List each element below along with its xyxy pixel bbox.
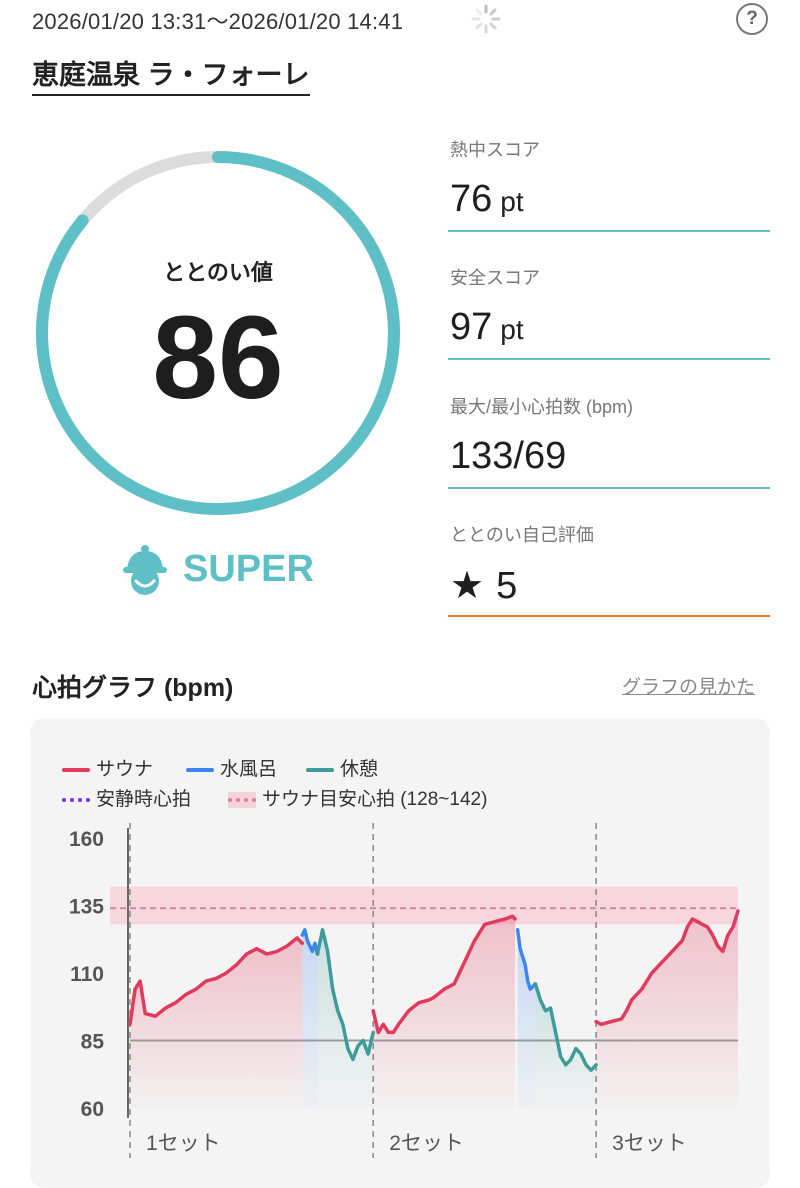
set-marker-label: 2セット	[389, 1132, 464, 1155]
facility-name-link[interactable]: 恵庭温泉 ラ・フォーレ	[32, 53, 310, 96]
legend-resting-hr-swatch	[62, 797, 90, 802]
heat-score-divider	[448, 230, 770, 232]
y-tick-label: 110	[70, 963, 104, 986]
legend-cold-bath-swatch	[186, 767, 214, 772]
self-rating-divider	[448, 615, 770, 617]
area-2-1	[535, 983, 597, 1108]
score-value: 86	[152, 292, 284, 424]
safety-score-label: 安全スコア	[450, 268, 540, 288]
set-marker-label: 1セット	[146, 1132, 221, 1155]
series-line-0-0	[128, 936, 305, 1027]
score-label: ととのい値	[163, 260, 273, 285]
legend-sauna-target: サウナ目安心拍 (128~142)	[228, 784, 487, 811]
legend-rest-swatch	[306, 767, 334, 772]
legend-cold-bath: 水風呂	[186, 754, 277, 781]
heart-rate-range-value: 133/69	[450, 435, 567, 477]
series-line-2-0	[315, 928, 375, 1062]
heart-rate-chart: 160 135 110 85 60 1セット 2セット 3セット	[69, 823, 740, 1158]
legend-sauna: サウナ	[62, 754, 153, 781]
sauna-hat-icon	[123, 545, 167, 595]
series-line-0-2	[594, 909, 740, 1027]
score-ring	[36, 151, 400, 515]
self-rating-label: ととのい自己評価	[450, 525, 594, 545]
set-marker-label: 3セット	[612, 1132, 687, 1155]
self-rating-value: ★ 5	[450, 565, 518, 607]
y-tick-label: 160	[69, 828, 104, 851]
target-band	[110, 886, 738, 925]
area-0-2	[596, 910, 738, 1108]
heart-rate-range-label: 最大/最小心拍数 (bpm)	[450, 397, 634, 417]
y-tick-label: 60	[81, 1098, 104, 1121]
area-0-0	[130, 937, 303, 1108]
heart-rate-graph-title: 心拍グラフ (bpm)	[32, 674, 234, 702]
series-line-1-0	[300, 928, 320, 956]
score-rank: SUPER	[183, 548, 314, 590]
area-1-0	[302, 929, 318, 1108]
loading-spinner-icon	[471, 4, 501, 34]
heart-rate-divider	[448, 487, 770, 489]
star-icon: ★	[450, 565, 485, 607]
area-1-1	[517, 929, 536, 1108]
safety-score-value: 97 pt	[450, 306, 524, 348]
score-ring-progress	[36, 151, 400, 515]
legend-sauna-target-swatch	[228, 792, 256, 808]
area-2-0	[317, 929, 374, 1108]
safety-score-divider	[448, 358, 770, 360]
chart-card	[30, 718, 770, 1188]
session-time-range: 2026/01/20 13:31～2026/01/20 14:41	[32, 9, 404, 34]
y-tick-label: 135	[69, 896, 104, 919]
area-0-1	[373, 916, 516, 1108]
legend-resting-hr: 安静時心拍	[62, 784, 191, 811]
graph-guide-link[interactable]: グラフの見かた	[622, 677, 756, 698]
y-tick-label: 85	[81, 1031, 105, 1054]
series-line-0-1	[371, 914, 517, 1035]
legend-rest: 休憩	[306, 754, 378, 781]
series-line-2-1	[533, 982, 598, 1072]
help-icon[interactable]: ?	[736, 3, 768, 35]
heat-score-value: 76 pt	[450, 178, 524, 220]
legend-sauna-swatch	[62, 767, 90, 772]
series-line-1-1	[515, 928, 538, 991]
heat-score-label: 熱中スコア	[450, 140, 540, 160]
